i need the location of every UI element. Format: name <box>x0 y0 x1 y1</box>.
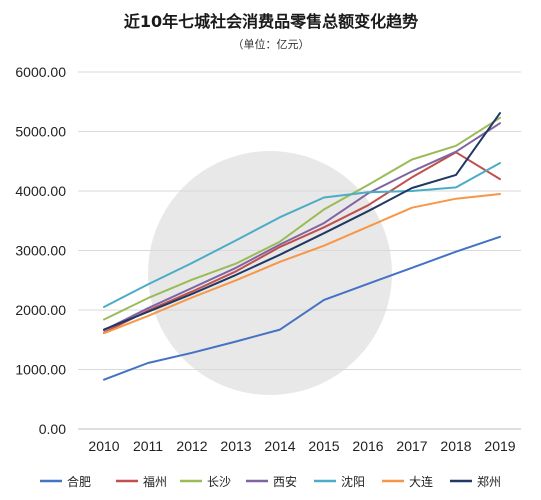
legend-item: 沈阳 <box>314 474 365 489</box>
y-tick-label: 2000.00 <box>15 302 66 318</box>
y-tick-label: 5000.00 <box>15 124 66 140</box>
y-tick-label: 6000.00 <box>15 64 66 80</box>
x-tick-label: 2018 <box>440 438 471 454</box>
y-tick-label: 1000.00 <box>15 362 66 378</box>
legend-item: 郑州 <box>450 474 501 489</box>
x-tick-label: 2011 <box>133 438 163 454</box>
series-line-2 <box>103 116 501 321</box>
x-tick-label: 2015 <box>308 438 339 454</box>
chart-title: 近10年七城社会消费品零售总额变化趋势 <box>124 12 418 31</box>
legend-label: 大连 <box>409 474 433 489</box>
legend-label: 郑州 <box>477 474 501 489</box>
x-tick-label: 2016 <box>352 438 383 454</box>
series-line-1 <box>103 151 501 334</box>
y-tick-label: 4000.00 <box>15 183 66 199</box>
legend-item: 大连 <box>382 474 433 489</box>
legend-label: 福州 <box>143 474 167 489</box>
series-line-0 <box>103 235 501 381</box>
legend-item: 合肥 <box>40 474 91 489</box>
legend-label: 长沙 <box>207 475 231 489</box>
series-lines <box>103 112 501 381</box>
x-tick-label: 2014 <box>264 438 295 454</box>
x-tick-label: 2019 <box>484 438 515 454</box>
chart-subtitle: （单位：亿元） <box>233 37 310 51</box>
series-line-5 <box>103 193 501 335</box>
x-tick-label: 2013 <box>220 438 251 454</box>
y-tick-label: 3000.00 <box>15 243 66 259</box>
legend-item: 西安 <box>246 474 297 489</box>
y-tick-label: 0.00 <box>39 421 66 437</box>
watermark-logo <box>148 151 392 395</box>
legend: 合肥 福州 长沙 西安 沈阳 大连 郑州 <box>40 474 501 489</box>
x-tick-label: 2010 <box>88 438 119 454</box>
series-line-3 <box>103 122 501 332</box>
legend-item: 长沙 <box>180 475 231 489</box>
x-axis-ticks: 2010 2011 2012 2013 2014 2015 2016 2017 2018 2019 <box>88 438 515 454</box>
legend-label: 合肥 <box>67 474 91 489</box>
legend-label: 西安 <box>273 474 297 489</box>
x-tick-label: 2017 <box>396 438 427 454</box>
series-line-4 <box>103 162 501 308</box>
series-line-6 <box>103 112 501 331</box>
x-tick-label: 2012 <box>176 438 207 454</box>
legend-label: 沈阳 <box>341 474 365 489</box>
legend-item: 福州 <box>116 474 167 489</box>
y-axis-ticks: 0.00 1000.00 2000.00 3000.00 4000.00 5000.00 6… <box>15 64 66 437</box>
